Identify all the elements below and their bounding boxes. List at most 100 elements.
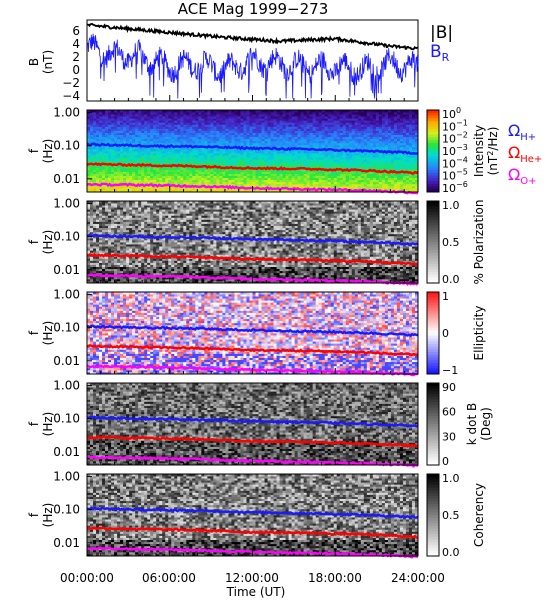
spectrogram-cell (201, 151, 205, 154)
spectrogram-cell (93, 185, 97, 189)
spectrogram-cell (120, 116, 124, 119)
spectrogram-cell (294, 138, 299, 142)
spectrogram-cell (123, 120, 127, 123)
spectrogram-cell (129, 134, 133, 138)
spectrogram-cell (198, 177, 202, 181)
spectrogram-cell (282, 153, 286, 156)
spectrogram-cell (198, 120, 202, 123)
spectrogram-cell (300, 171, 305, 174)
spectrogram-cell (150, 157, 154, 160)
spectrogram-cell (87, 134, 91, 138)
spectrogram-cell (150, 161, 154, 164)
spectrogram-cell (204, 142, 208, 146)
spectrogram-cell (279, 161, 283, 164)
spectrogram-cell (282, 128, 286, 131)
spectrogram-cell (339, 142, 344, 146)
spectrogram-cell (315, 118, 320, 121)
spectrogram-cell (258, 179, 262, 183)
spectrogram-cell (288, 120, 293, 123)
spectrogram-cell (345, 144, 350, 148)
spectrogram-cell (288, 126, 293, 129)
spectrogram-cell (306, 114, 311, 117)
spectrogram-cell (375, 120, 380, 123)
spectrogram-cell (210, 175, 214, 179)
spectrogram-cell (249, 169, 253, 172)
spectrogram-cell (141, 167, 145, 170)
spectrogram-cell (168, 146, 172, 150)
spectrogram-cell (93, 110, 97, 113)
spectrogram-cell (318, 136, 323, 140)
spectrogram-cell (405, 183, 410, 187)
spectrogram-cell (141, 169, 145, 172)
spectrogram-cell (114, 157, 118, 160)
b-tick-label: 4 (72, 37, 80, 51)
spectrogram-cell (264, 173, 268, 176)
omega-o-sub: O+ (520, 176, 536, 187)
spectrogram-cell (375, 179, 380, 183)
spectrogram-cell (360, 175, 365, 179)
spectrogram-cell (345, 155, 350, 158)
spectrogram-cell (384, 132, 389, 135)
spectrogram-cell (96, 114, 100, 117)
spectrogram-cell (378, 167, 383, 170)
spectrogram-cell (384, 136, 389, 140)
spectrogram-cell (393, 136, 398, 140)
spectrogram-cell (183, 146, 187, 150)
spectrogram-cell (213, 163, 217, 166)
spectrogram-cell (372, 110, 377, 113)
y-axis-label: f (27, 148, 41, 153)
spectrogram-cell (198, 116, 202, 119)
spectrogram-cell (90, 114, 94, 117)
spectrogram-cell (243, 173, 247, 176)
spectrogram-cell (399, 173, 404, 176)
spectrogram-cell (177, 132, 181, 135)
spectrogram-cell (342, 116, 347, 119)
spectrogram-cell (120, 187, 124, 191)
spectrogram-cell (315, 179, 320, 183)
spectrogram-cell (333, 110, 338, 113)
spectrogram-cell (336, 159, 341, 162)
spectrogram-cell (174, 169, 178, 172)
spectrogram-cell (279, 130, 283, 133)
spectrogram-cell (396, 110, 401, 113)
spectrogram-cell (246, 189, 250, 193)
spectrogram-cell (105, 155, 109, 158)
spectrogram-cell (369, 151, 374, 154)
spectrogram-cell (384, 130, 389, 133)
spectrogram-cell (390, 134, 395, 138)
spectrogram-cell (252, 153, 256, 156)
spectrogram-cell (225, 163, 229, 166)
spectrogram-cell (303, 153, 308, 156)
spectrogram-cell (252, 134, 256, 138)
spectrogram-cell (372, 161, 377, 164)
spectrogram-cell (180, 130, 184, 133)
spectrogram-cell (174, 122, 178, 125)
spectrogram-cell (351, 187, 356, 191)
spectrogram-cell (360, 183, 365, 187)
spectrogram-cell (168, 177, 172, 181)
spectrogram-cell (156, 177, 160, 181)
spectrogram-cell (135, 110, 139, 113)
spectrogram-cell (300, 116, 305, 119)
spectrogram-cell (252, 118, 256, 121)
spectrogram-cell (351, 118, 356, 121)
spectrogram-cell (384, 114, 389, 117)
spectrogram-cell (393, 179, 398, 183)
spectrogram-cell (183, 155, 187, 158)
spectrogram-cell (378, 185, 383, 189)
spectrogram-cell (315, 120, 320, 123)
spectrogram-cell (321, 177, 326, 181)
spectrogram-cell (273, 112, 277, 115)
spectrogram-cell (378, 138, 383, 142)
spectrogram-cell (405, 177, 410, 181)
spectrogram-cell (117, 122, 121, 125)
spectrogram-cell (210, 134, 214, 138)
spectrogram-cell (294, 116, 299, 119)
spectrogram-cell (384, 134, 389, 138)
spectrogram-cell (99, 120, 103, 123)
spectrogram-cell (174, 161, 178, 164)
spectrogram-cell (216, 151, 220, 154)
spectrogram-cell (99, 148, 103, 152)
spectrogram-cell (366, 114, 371, 117)
spectrogram-cell (354, 124, 359, 127)
